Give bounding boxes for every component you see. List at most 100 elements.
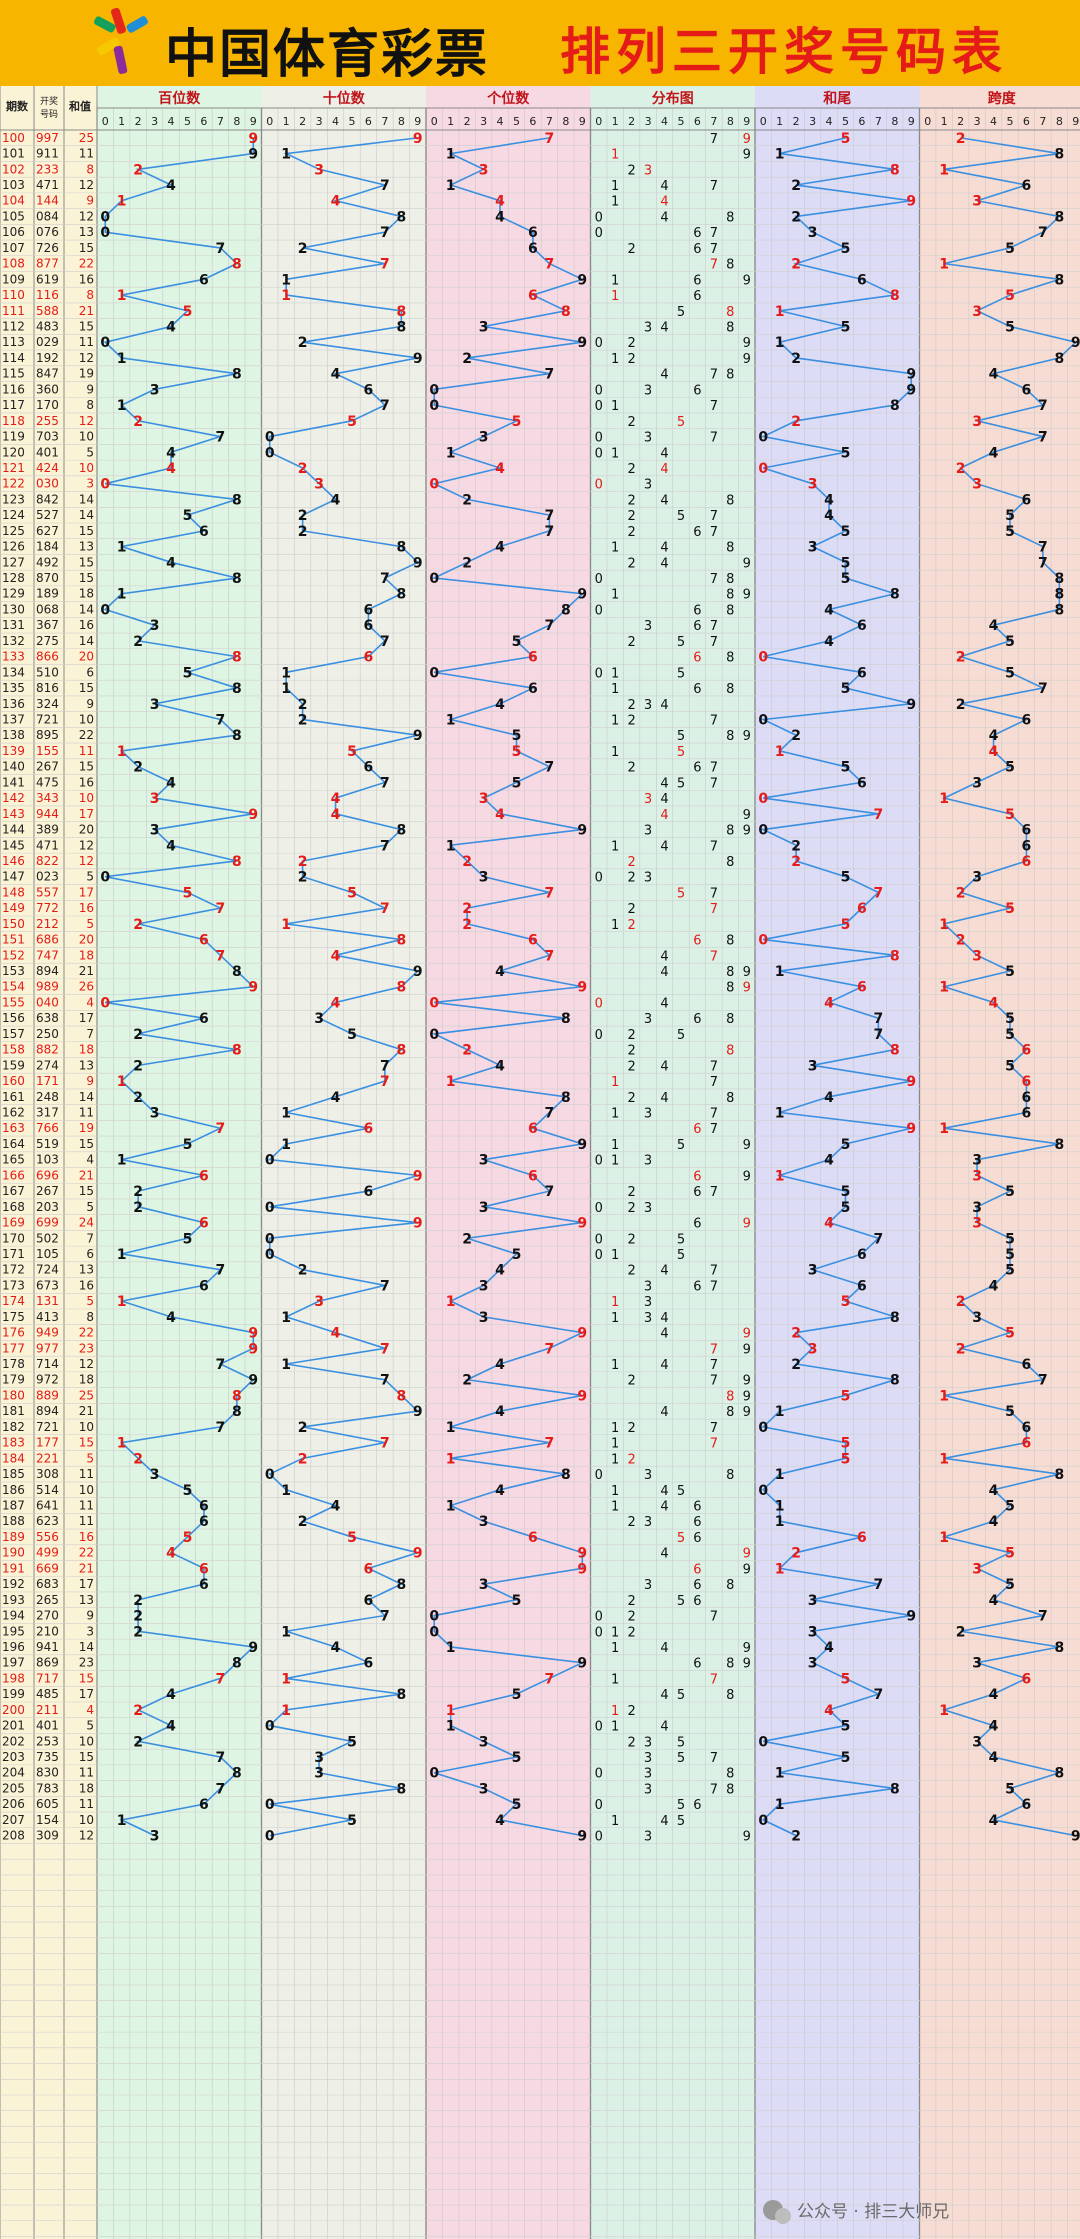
trend-digit: 4 [331, 791, 341, 807]
number-cell: 211 [36, 1703, 59, 1717]
trend-digit: 0 [429, 477, 439, 493]
issue-cell: 195 [2, 1624, 25, 1638]
trend-digit: 5 [1005, 760, 1015, 776]
distribution-digit: 1 [611, 1704, 619, 1719]
trend-digit: 2 [133, 414, 143, 430]
trend-digit: 9 [577, 1656, 587, 1672]
issue-cell: 174 [2, 1294, 25, 1308]
digit-header: 7 [381, 115, 388, 128]
number-cell: 212 [36, 917, 59, 931]
trend-digit: 3 [150, 697, 160, 713]
trend-digit: 7 [545, 1436, 555, 1452]
sum-cell: 17 [79, 807, 94, 821]
distribution-digit: 5 [677, 1798, 685, 1813]
trend-digit: 8 [232, 257, 242, 273]
trend-digit: 5 [841, 1184, 851, 1200]
distribution-digit: 4 [660, 1091, 668, 1106]
trend-digit: 9 [248, 131, 258, 147]
issue-cell: 194 [2, 1609, 25, 1623]
issue-cell: 127 [2, 555, 25, 569]
trend-digit: 6 [857, 1247, 867, 1263]
trend-digit: 3 [808, 225, 818, 241]
sum-cell: 22 [79, 1546, 94, 1560]
digit-header: 0 [595, 115, 602, 128]
trend-digit: 3 [479, 1278, 489, 1294]
trend-digit: 5 [183, 665, 193, 681]
trend-digit: 8 [1054, 587, 1064, 603]
distribution-digit: 9 [743, 588, 751, 603]
trend-digit: 6 [528, 288, 538, 304]
distribution-digit: 1 [611, 1311, 619, 1326]
sum-cell: 5 [86, 870, 94, 884]
distribution-digit: 6 [693, 1279, 701, 1294]
trend-digit: 6 [199, 1011, 209, 1027]
distribution-digit: 6 [693, 761, 701, 776]
distribution-digit: 2 [627, 493, 635, 508]
distribution-digit: 6 [693, 1185, 701, 1200]
issue-cell: 205 [2, 1781, 25, 1795]
trend-digit: 3 [972, 1656, 982, 1672]
trend-digit: 9 [413, 555, 423, 571]
trend-digit: 1 [446, 147, 456, 163]
issue-cell: 176 [2, 1326, 25, 1340]
trend-digit: 0 [100, 477, 110, 493]
trend-digit: 6 [857, 980, 867, 996]
issue-cell: 169 [2, 1216, 25, 1230]
digit-header: 0 [102, 115, 109, 128]
trend-digit: 8 [1054, 351, 1064, 367]
issue-cell: 192 [2, 1577, 25, 1591]
distribution-digit: 5 [677, 886, 685, 901]
trend-digit: 0 [429, 398, 439, 414]
trend-digit: 5 [1005, 1247, 1015, 1263]
trend-digit: 6 [528, 241, 538, 257]
distribution-digit: 3 [644, 1515, 652, 1530]
trend-digit: 6 [1022, 1043, 1032, 1059]
trend-digit: 1 [281, 1671, 291, 1687]
distribution-digit: 6 [693, 1798, 701, 1813]
trend-digit: 0 [265, 1467, 275, 1483]
trend-digit: 2 [462, 351, 472, 367]
trend-digit: 9 [577, 1388, 587, 1404]
distribution-digit: 4 [660, 1814, 668, 1829]
issue-cell: 146 [2, 854, 25, 868]
number-cell: 192 [36, 351, 59, 365]
distribution-digit: 0 [595, 1830, 603, 1845]
sum-cell: 12 [79, 178, 94, 192]
trend-digit: 5 [1005, 288, 1015, 304]
sum-cell: 7 [86, 1231, 94, 1245]
trend-digit: 7 [216, 948, 226, 964]
trend-digit: 3 [808, 1593, 818, 1609]
number-cell: 588 [36, 304, 59, 318]
trend-digit: 6 [857, 1278, 867, 1294]
trend-digit: 7 [874, 807, 884, 823]
trend-digit: 0 [758, 650, 768, 666]
trend-digit: 6 [1022, 382, 1032, 398]
trend-digit: 2 [462, 901, 472, 917]
distribution-digit: 5 [677, 1232, 685, 1247]
distribution-digit: 2 [627, 1059, 635, 1074]
trend-digit: 9 [248, 980, 258, 996]
trend-digit: 4 [989, 995, 999, 1011]
trend-digit: 2 [956, 1294, 966, 1310]
number-cell: 510 [36, 665, 59, 679]
trend-digit: 3 [972, 775, 982, 791]
number-cell: 367 [36, 618, 59, 632]
trend-digit: 9 [577, 335, 587, 351]
trend-digit: 0 [429, 665, 439, 681]
distribution-digit: 3 [644, 1751, 652, 1766]
sum-cell: 13 [79, 540, 94, 554]
trend-digit: 2 [298, 524, 308, 540]
trend-digit: 1 [117, 1294, 127, 1310]
trend-digit: 2 [462, 1373, 472, 1389]
issue-cell: 149 [2, 901, 25, 915]
trend-digit: 5 [512, 775, 522, 791]
distribution-digit: 0 [595, 383, 603, 398]
number-cell: 177 [36, 1436, 59, 1450]
trend-digit: 7 [216, 1420, 226, 1436]
number-column-header: 号码 [40, 109, 58, 120]
trend-digit: 2 [791, 414, 801, 430]
trend-digit: 7 [874, 1687, 884, 1703]
number-cell: 889 [36, 1388, 59, 1402]
number-cell: 103 [36, 1153, 59, 1167]
number-cell: 265 [36, 1593, 59, 1607]
